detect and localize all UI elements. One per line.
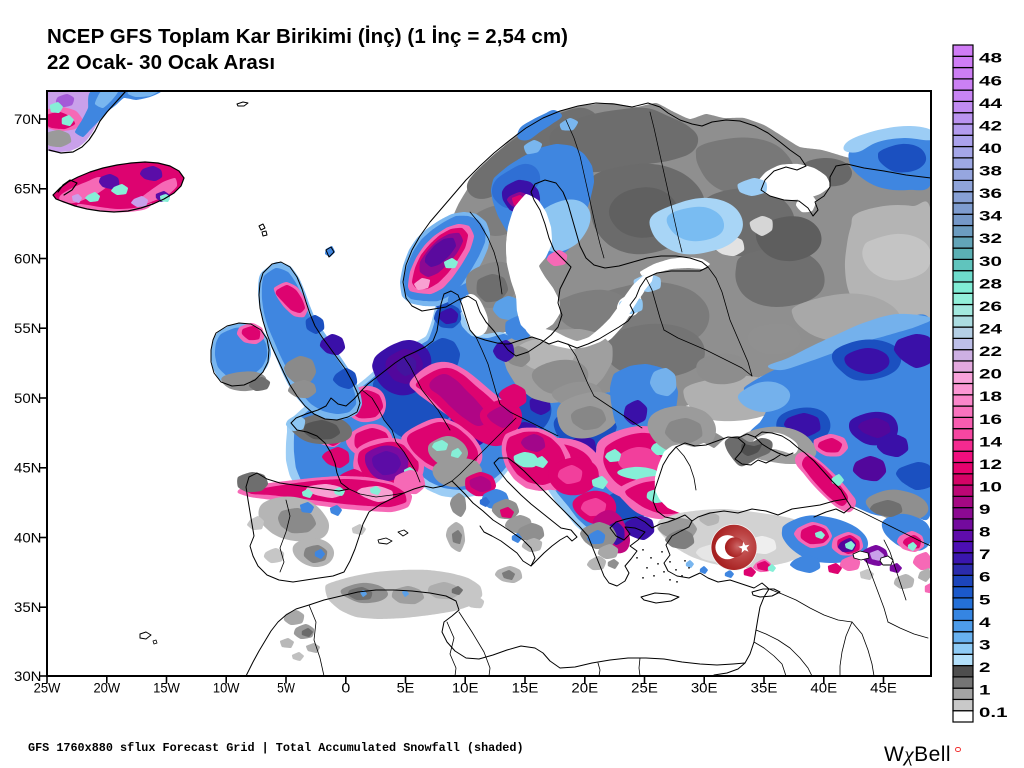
svg-text:40E: 40E: [810, 680, 837, 696]
svg-text:50N: 50N: [14, 390, 42, 406]
svg-text:18: 18: [979, 388, 1002, 404]
svg-text:7: 7: [979, 546, 991, 562]
svg-text:26: 26: [979, 298, 1002, 314]
svg-text:42: 42: [979, 117, 1002, 133]
svg-text:28: 28: [979, 275, 1002, 291]
svg-text:0.1: 0.1: [979, 704, 1008, 720]
svg-text:30N: 30N: [14, 668, 42, 684]
svg-text:30: 30: [979, 253, 1002, 269]
svg-text:5: 5: [979, 591, 991, 607]
svg-text:10E: 10E: [452, 680, 479, 696]
svg-text:25E: 25E: [631, 680, 658, 696]
svg-text:30E: 30E: [691, 680, 718, 696]
svg-text:3: 3: [979, 636, 991, 652]
svg-text:6: 6: [979, 569, 991, 585]
svg-text:15E: 15E: [512, 680, 539, 696]
svg-text:2: 2: [979, 659, 991, 675]
svg-text:20: 20: [979, 366, 1002, 382]
svg-text:48: 48: [979, 50, 1002, 66]
svg-text:70N: 70N: [14, 111, 42, 127]
svg-text:0: 0: [341, 680, 350, 696]
svg-text:45E: 45E: [870, 680, 897, 696]
svg-text:15W: 15W: [153, 680, 180, 696]
svg-text:22: 22: [979, 343, 1002, 359]
svg-text:40: 40: [979, 140, 1002, 156]
svg-text:14: 14: [979, 433, 1002, 449]
svg-text:40N: 40N: [14, 529, 42, 545]
svg-text:34: 34: [979, 208, 1002, 224]
svg-text:36: 36: [979, 185, 1002, 201]
svg-text:35N: 35N: [14, 599, 42, 615]
svg-text:32: 32: [979, 230, 1002, 246]
svg-text:24: 24: [979, 321, 1002, 337]
svg-text:8: 8: [979, 524, 991, 540]
svg-text:4: 4: [979, 614, 991, 630]
svg-text:60N: 60N: [14, 250, 42, 266]
svg-text:45N: 45N: [14, 460, 42, 476]
svg-text:10W: 10W: [213, 680, 240, 696]
svg-text:5E: 5E: [397, 680, 415, 696]
svg-text:20E: 20E: [571, 680, 598, 696]
svg-text:35E: 35E: [751, 680, 778, 696]
svg-text:1: 1: [979, 682, 991, 698]
svg-text:20W: 20W: [93, 680, 120, 696]
svg-text:16: 16: [979, 411, 1002, 427]
svg-text:9: 9: [979, 501, 991, 517]
svg-text:65N: 65N: [14, 181, 42, 197]
svg-text:12: 12: [979, 456, 1002, 472]
svg-text:25W: 25W: [34, 680, 61, 696]
svg-text:10: 10: [979, 478, 1002, 494]
svg-text:55N: 55N: [14, 320, 42, 336]
svg-text:38: 38: [979, 163, 1002, 179]
svg-text:5W: 5W: [277, 680, 295, 696]
svg-text:46: 46: [979, 72, 1002, 88]
svg-text:44: 44: [979, 95, 1002, 111]
